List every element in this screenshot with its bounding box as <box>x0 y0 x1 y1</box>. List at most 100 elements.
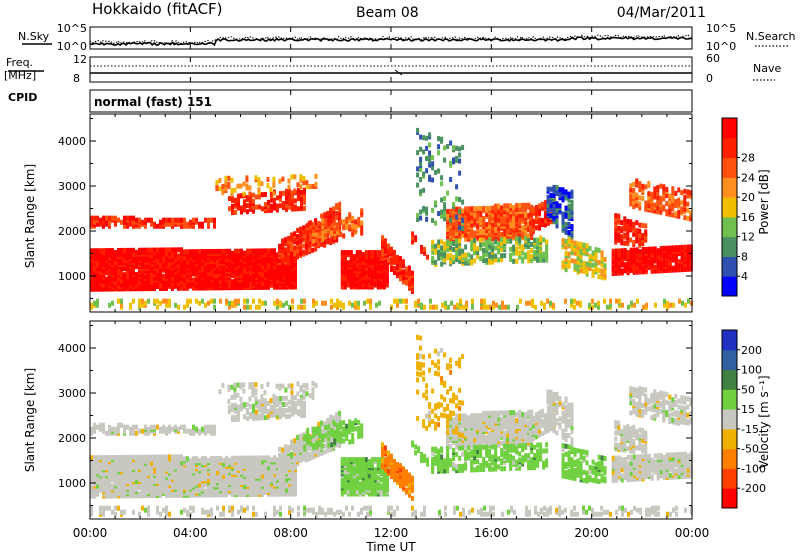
rti-cell <box>213 298 216 304</box>
rti-cell <box>519 298 522 304</box>
rti-cell <box>342 233 346 239</box>
rti-cell <box>267 248 270 254</box>
rti-cell <box>243 483 246 489</box>
rti-cell <box>509 252 513 258</box>
rti-cell <box>186 470 189 476</box>
rti-cell <box>401 275 405 281</box>
freq-label-1: Freq. <box>6 56 33 69</box>
rti-cell <box>123 454 126 460</box>
rti-cell <box>458 152 462 158</box>
rti-cell <box>629 219 633 225</box>
rti-cell <box>102 268 105 274</box>
rti-cell <box>367 278 371 284</box>
rti-cell <box>632 247 636 253</box>
rti-cell <box>285 300 288 306</box>
rti-cell <box>576 245 580 251</box>
rti-cell <box>192 217 195 223</box>
rti-cell <box>123 247 126 253</box>
rti-cell <box>218 178 222 184</box>
rti-cell <box>165 221 168 227</box>
rti-cell <box>603 273 607 279</box>
rti-cell <box>156 454 159 460</box>
rti-cell <box>617 248 621 254</box>
rti-cell <box>278 257 282 263</box>
rti-cell <box>343 280 347 286</box>
rti-cell <box>276 274 279 280</box>
rti-cell <box>488 259 492 265</box>
rti-cell <box>207 474 210 480</box>
rti-cell <box>521 256 525 262</box>
rti-cell <box>129 302 132 308</box>
rti-cell <box>287 235 291 241</box>
rti-cell <box>552 302 555 308</box>
rti-cell <box>236 183 240 189</box>
rti-cell <box>518 236 522 242</box>
rti-cell <box>315 225 319 231</box>
rti-cell <box>165 454 168 460</box>
rti-cell <box>210 462 213 468</box>
rti-cell <box>114 276 117 282</box>
rti-cell <box>299 189 303 195</box>
rti-cell <box>240 455 243 461</box>
rti-cell <box>165 217 168 223</box>
rti-cell <box>431 249 435 255</box>
rti-cell <box>382 264 386 270</box>
rti-cell <box>192 488 195 494</box>
rti-cell <box>99 221 102 227</box>
rti-cell <box>251 192 255 198</box>
rti-cell <box>521 244 525 250</box>
rti-cell <box>189 219 192 225</box>
rti-cell <box>534 304 537 310</box>
rti-cell <box>228 283 231 289</box>
rti-cell <box>299 232 303 238</box>
rti-cell <box>111 248 114 254</box>
rti-cell <box>165 302 168 308</box>
rti-cell <box>105 264 108 270</box>
rti-cell <box>340 258 344 264</box>
rti-cell <box>245 195 249 201</box>
rti-cell <box>576 259 580 265</box>
rti-cell <box>318 231 322 237</box>
rti-cell <box>486 304 489 310</box>
rti-cell <box>315 235 319 241</box>
rti-cell <box>594 247 598 253</box>
rti-cell <box>333 226 337 232</box>
rti-cell <box>437 144 441 150</box>
rti-cell <box>264 248 267 254</box>
rti-cell <box>114 280 117 286</box>
rti-cell <box>246 459 249 465</box>
rti-cell <box>524 242 528 248</box>
rti-cell <box>626 218 630 224</box>
rti-cell <box>528 300 531 306</box>
rti-cell <box>539 251 543 257</box>
rti-cell <box>162 247 165 253</box>
rti-cell <box>458 158 462 164</box>
rti-cell <box>299 244 303 250</box>
rti-cell <box>105 455 108 461</box>
rti-cell <box>99 455 102 461</box>
nave-tick-low: 0 <box>706 72 713 85</box>
rti-cell <box>126 270 129 276</box>
rti-cell <box>422 149 426 155</box>
rti-cell <box>186 221 189 227</box>
rti-cell <box>656 185 660 191</box>
rti-cell <box>215 180 219 186</box>
rti-cell <box>165 298 168 304</box>
rti-cell <box>567 209 571 215</box>
rti-cell <box>686 193 690 199</box>
rti-cell <box>132 485 135 491</box>
rti-cell <box>641 222 645 228</box>
rti-cell <box>416 182 420 188</box>
rti-cell <box>297 304 300 310</box>
rti-cell <box>168 298 171 304</box>
rti-cell <box>183 267 186 273</box>
rti-cell <box>425 210 429 216</box>
rti-cell <box>150 454 153 460</box>
rti-cell <box>552 184 556 190</box>
power-heatmap-data <box>90 127 693 310</box>
rti-cell <box>585 269 589 275</box>
rti-cell <box>576 241 580 247</box>
rti-cell <box>230 208 234 214</box>
rti-cell <box>111 300 114 306</box>
rti-cell <box>665 209 669 215</box>
